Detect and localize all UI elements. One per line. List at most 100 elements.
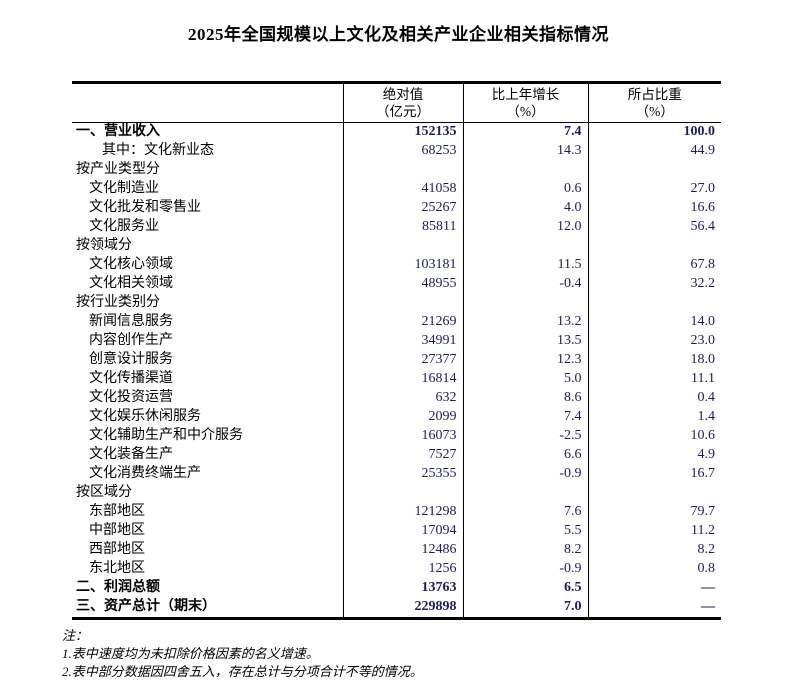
abs-value: 632	[342, 388, 463, 408]
table-row: 文化消费终端生产 25355 -0.9 16.7	[72, 464, 721, 484]
table-row: 二、利润总额 13763 6.5—	[72, 578, 721, 598]
abs-value: 13763	[342, 578, 463, 598]
share-value: 4.9	[587, 445, 721, 465]
share-value	[587, 236, 721, 256]
growth-value	[462, 483, 588, 503]
table-row: 文化相关领域 48955 -0.4 32.2	[72, 274, 721, 294]
row-label: 按行业类别分	[76, 294, 160, 310]
share-value: 1.4	[587, 407, 721, 427]
row-label: 东北地区	[89, 560, 145, 576]
share-value: 18.0	[587, 350, 721, 370]
growth-value: 5.0	[462, 369, 588, 389]
share-value: 67.8	[587, 255, 721, 275]
table-row: 按区域分	[72, 483, 721, 503]
row-label: 文化辅助生产和中介服务	[89, 427, 243, 443]
share-value: 16.7	[587, 464, 721, 484]
note-2: 2.表中部分数据因四舍五入，存在总计与分项合计不等的情况。	[62, 663, 423, 679]
growth-value	[462, 160, 588, 180]
abs-value: 16814	[342, 369, 463, 389]
header-growth-line1: 比上年增长	[491, 87, 560, 102]
growth-value: 0.6	[462, 179, 588, 199]
abs-value: 16073	[342, 426, 463, 446]
growth-value: -0.9	[462, 559, 588, 579]
indicators-table: 绝对值 （亿元） 比上年增长 （%） 所占比重 （%） 一、营业收入 152135…	[72, 81, 721, 620]
abs-value: 12486	[342, 540, 463, 560]
growth-value: 11.5	[462, 255, 588, 275]
growth-value: 14.3	[462, 141, 588, 161]
growth-value: 8.2	[462, 540, 588, 560]
table-row: 文化传播渠道 16814 5.0 11.1	[72, 369, 721, 389]
abs-value: 85811	[342, 217, 463, 237]
row-label: 文化消费终端生产	[89, 465, 201, 481]
abs-value	[342, 293, 463, 313]
row-label: 按领域分	[76, 237, 132, 253]
header-absolute-value: 绝对值 （亿元）	[342, 82, 463, 123]
row-label: 中部地区	[89, 522, 145, 538]
row-label: 其中：文化新业态	[102, 142, 214, 158]
table-row: 文化制造业 41058 0.6 27.0	[72, 179, 721, 199]
row-label: 文化娱乐休闲服务	[89, 408, 201, 424]
row-label: 文化相关领域	[89, 275, 173, 291]
share-value: 27.0	[587, 179, 721, 199]
table-row: 按领域分	[72, 236, 721, 256]
growth-value: 5.5	[462, 521, 588, 541]
abs-value: 48955	[342, 274, 463, 294]
growth-value: 7.6	[462, 502, 588, 522]
abs-value: 1256	[342, 559, 463, 579]
table-row: 文化投资运营 632 8.6 0.4	[72, 388, 721, 408]
row-label: 西部地区	[89, 541, 145, 557]
growth-value: 12.0	[462, 217, 588, 237]
row-label: 按区域分	[76, 484, 132, 500]
table-row: 文化娱乐休闲服务 2099 7.4 1.4	[72, 407, 721, 427]
table-row: 东北地区 1256 -0.9 0.8	[72, 559, 721, 579]
share-value	[587, 293, 721, 313]
row-label: 文化投资运营	[89, 389, 173, 405]
header-indicator	[72, 82, 343, 123]
row-label: 文化批发和零售业	[89, 199, 201, 215]
growth-value	[462, 293, 588, 313]
share-value: 32.2	[587, 274, 721, 294]
growth-value: 7.4	[462, 407, 588, 427]
notes: 注： 1.表中速度均为未扣除价格因素的名义增速。 2.表中部分数据因四舍五入，存…	[62, 627, 797, 681]
abs-value: 7527	[342, 445, 463, 465]
share-value: 23.0	[587, 331, 721, 351]
growth-value: 7.0	[462, 597, 588, 619]
share-value: 16.6	[587, 198, 721, 218]
abs-value: 21269	[342, 312, 463, 332]
share-value: 79.7	[587, 502, 721, 522]
growth-value: 8.6	[462, 388, 588, 408]
table-body: 一、营业收入 152135 7.4 100.0 其中：文化新业态 68253 14.3 44.…	[72, 122, 721, 619]
row-label: 创意设计服务	[89, 351, 173, 367]
table-row: 创意设计服务 27377 12.3 18.0	[72, 350, 721, 370]
table-row: 三、资产总计（期末） 229898 7.0—	[72, 597, 721, 619]
share-value: 11.1	[587, 369, 721, 389]
share-value: 14.0	[587, 312, 721, 332]
abs-value: 17094	[342, 521, 463, 541]
table-row: 文化批发和零售业 25267 4.0 16.6	[72, 198, 721, 218]
page-title: 2025年全国规模以上文化及相关产业企业相关指标情况	[188, 25, 609, 44]
abs-value	[342, 160, 463, 180]
share-value: —	[587, 597, 721, 619]
share-value: —	[587, 578, 721, 598]
growth-value	[462, 236, 588, 256]
table-row: 中部地区 17094 5.5 11.2	[72, 521, 721, 541]
table-row: 文化核心领域 103181 11.5 67.8	[72, 255, 721, 275]
row-label: 按产业类型分	[76, 161, 160, 177]
share-value	[587, 483, 721, 503]
share-value: 10.6	[587, 426, 721, 446]
growth-value: 13.5	[462, 331, 588, 351]
share-value: 0.8	[587, 559, 721, 579]
abs-value: 27377	[342, 350, 463, 370]
header-share: 所占比重 （%）	[587, 82, 721, 123]
share-value: 44.9	[587, 141, 721, 161]
share-value: 100.0	[587, 122, 721, 142]
growth-value: 4.0	[462, 198, 588, 218]
table-row: 东部地区 121298 7.6 79.7	[72, 502, 721, 522]
header-absolute-value-line1: 绝对值	[382, 87, 424, 102]
abs-value: 34991	[342, 331, 463, 351]
row-label: 文化制造业	[89, 180, 159, 196]
share-value: 0.4	[587, 388, 721, 408]
abs-value: 25355	[342, 464, 463, 484]
row-label: 文化核心领域	[89, 256, 173, 272]
